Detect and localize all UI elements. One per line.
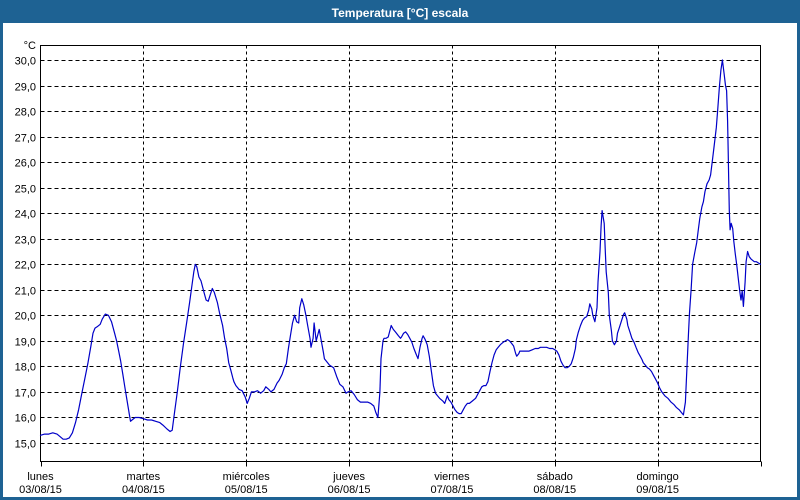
- x-day-label: martes: [127, 471, 161, 483]
- x-day-label: sábado: [537, 471, 573, 483]
- x-day-label: jueves: [332, 471, 365, 483]
- x-date-label: 08/08/15: [533, 484, 576, 496]
- x-day-label: miércoles: [223, 471, 271, 483]
- x-date-label: 07/08/15: [431, 484, 474, 496]
- x-date-label: 09/08/15: [636, 484, 679, 496]
- x-day-label: viernes: [434, 471, 470, 483]
- y-tick-label: 16,0: [15, 413, 36, 425]
- x-date-label: 04/08/15: [122, 484, 165, 496]
- x-day-label: domingo: [637, 471, 679, 483]
- y-tick-label: 17,0: [15, 388, 36, 400]
- y-tick-label: 27,0: [15, 133, 36, 145]
- y-tick-label: 28,0: [15, 107, 36, 119]
- x-date-label: 06/08/15: [328, 484, 371, 496]
- y-tick-label: 20,0: [15, 311, 36, 323]
- y-tick-label: 30,0: [15, 56, 36, 68]
- y-tick-label: 23,0: [15, 235, 36, 247]
- temperature-series-line: [39, 59, 762, 440]
- temperature-chart: 30,0 29,0 28,0 27,0 26,0 25,0 24,0 23,0 22,0 21,0…: [15, 40, 762, 496]
- x-date-label: 03/08/15: [19, 484, 62, 496]
- y-tick-label: 25,0: [15, 184, 36, 196]
- y-tick-label: 18,0: [15, 362, 36, 374]
- y-tick-label: 26,0: [15, 158, 36, 170]
- x-day-label: lunes: [27, 471, 54, 483]
- y-tick-label: 29,0: [15, 82, 36, 94]
- y-tick-label: 19,0: [15, 337, 36, 349]
- y-tick-label: 24,0: [15, 209, 36, 221]
- window-title: Temperatura [°C] escala: [331, 6, 469, 20]
- y-axis-unit-label: °C: [24, 40, 36, 52]
- y-tick-label: 15,0: [15, 439, 36, 451]
- x-date-label: 05/08/15: [225, 484, 268, 496]
- plot-border: [40, 45, 761, 462]
- title-bar[interactable]: Temperatura [°C] escala: [3, 3, 797, 23]
- y-tick-label: 21,0: [15, 286, 36, 298]
- chart-area: 30,0 29,0 28,0 27,0 26,0 25,0 24,0 23,0 22,0 21,0…: [3, 23, 797, 497]
- y-tick-label: 22,0: [15, 260, 36, 272]
